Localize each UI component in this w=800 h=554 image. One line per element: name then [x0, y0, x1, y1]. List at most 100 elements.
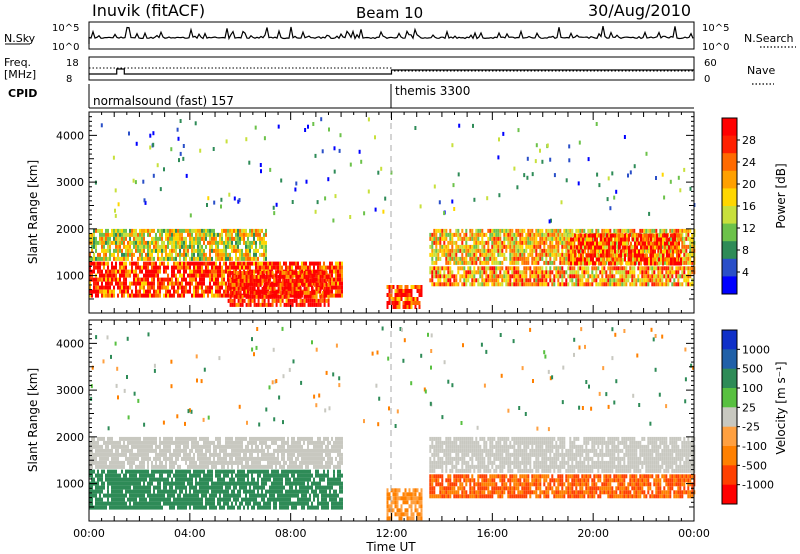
heatmap-cell: [100, 123, 103, 128]
heatmap-cell: [529, 266, 532, 271]
heatmap-cell: [237, 244, 239, 249]
heatmap-cell: [95, 236, 97, 241]
heatmap-cell: [115, 277, 117, 282]
heatmap-cell: [315, 269, 317, 274]
heatmap-cell: [229, 290, 232, 295]
heatmap-cell: [568, 261, 570, 266]
heatmap-cell: [611, 266, 614, 271]
heatmap-cell: [672, 257, 674, 262]
heatmap-cell: [485, 266, 488, 271]
heatmap-cell: [151, 481, 153, 486]
heatmap-cell: [457, 270, 460, 275]
heatmap-cell: [265, 256, 267, 261]
heatmap-cell: [271, 485, 273, 490]
heatmap-cell: [674, 237, 676, 242]
heatmap-cell: [141, 489, 143, 494]
heatmap-cell: [247, 469, 249, 474]
heatmap-cell: [473, 266, 476, 271]
heatmap-cell: [105, 473, 107, 478]
heatmap-cell: [549, 270, 552, 275]
heatmap-cell: [681, 266, 684, 271]
heatmap-cell: [329, 289, 331, 294]
heatmap-cell: [113, 248, 115, 253]
heatmap-cell: [179, 265, 181, 270]
heatmap-cell: [461, 236, 464, 241]
heatmap-cell: [141, 256, 143, 261]
heatmap-cell: [223, 256, 225, 261]
heatmap-cell: [663, 252, 666, 257]
heatmap-cell: [537, 228, 540, 233]
heatmap-cell: [677, 248, 680, 253]
heatmap-cell: [499, 240, 502, 245]
heatmap-cell: [129, 248, 131, 253]
heatmap-cell: [215, 489, 217, 494]
heatmap-cell: [583, 228, 586, 233]
heatmap-cell: [193, 265, 195, 270]
heatmap-cell: [251, 286, 254, 291]
heatmap-cell: [159, 232, 161, 237]
power-colorbar-swatch: [722, 153, 737, 172]
heatmap-cell: [213, 481, 215, 486]
heatmap-cell: [473, 236, 476, 241]
heatmap-cell: [527, 236, 530, 241]
heatmap-cell: [674, 257, 676, 262]
heatmap-cell: [159, 228, 161, 233]
heatmap-cell: [103, 256, 105, 261]
heatmap-cell: [307, 124, 309, 129]
heatmap-cell: [135, 285, 137, 290]
heatmap-cell: [117, 269, 119, 274]
heatmap-cell: [575, 282, 578, 287]
heatmap-cell: [634, 257, 636, 262]
heatmap-cell: [225, 281, 227, 286]
heatmap-cell: [89, 505, 91, 510]
heatmap-cell: [229, 265, 231, 270]
heatmap-cell: [453, 260, 456, 265]
heatmap-cell: [513, 270, 516, 275]
heatmap-cell: [339, 265, 341, 270]
heatmap-cell: [321, 274, 324, 279]
heatmap-cell: [229, 240, 231, 245]
heatmap-cell: [607, 282, 610, 287]
heatmap-cell: [149, 481, 151, 486]
heatmap-cell: [215, 232, 217, 237]
heatmap-cell: [445, 260, 448, 265]
heatmap-cell: [243, 481, 245, 486]
heatmap-cell: [175, 252, 177, 257]
heatmap-cell: [313, 278, 316, 283]
heatmap-cell: [265, 265, 267, 270]
heatmap-cell: [241, 278, 244, 283]
heatmap-cell: [475, 232, 478, 237]
heatmap-cell: [579, 266, 582, 271]
heatmap-cell: [181, 477, 183, 482]
heatmap-cell: [109, 293, 111, 298]
heatmap-cell: [323, 290, 326, 295]
heatmap-cell: [189, 501, 191, 506]
heatmap-cell: [269, 273, 271, 278]
heatmap-cell: [91, 289, 93, 294]
heatmap-cell: [559, 236, 562, 241]
heatmap-cell: [501, 240, 504, 245]
heatmap-cell: [475, 256, 478, 261]
heatmap-cell: [235, 252, 237, 257]
heatmap-cell: [239, 290, 242, 295]
heatmap-cell: [481, 282, 484, 287]
heatmap-cell: [414, 305, 417, 309]
heatmap-cell: [269, 265, 271, 270]
heatmap-cell: [175, 481, 177, 486]
heatmap-cell: [179, 485, 181, 490]
heatmap-cell: [311, 302, 314, 307]
heatmap-cell: [169, 505, 171, 510]
heatmap-cell: [99, 505, 101, 510]
heatmap-cell: [565, 232, 568, 237]
heatmap-cell: [141, 293, 143, 298]
heatmap-cell: [139, 477, 141, 482]
heatmap-cell: [388, 289, 391, 293]
heatmap-cell: [662, 241, 664, 246]
heatmap-cell: [509, 274, 512, 279]
heatmap-cell: [469, 232, 472, 237]
heatmap-cell: [678, 253, 680, 258]
heatmap-cell: [275, 278, 278, 283]
heatmap-cell: [605, 228, 608, 233]
heatmap-cell: [129, 473, 131, 478]
heatmap-cell: [261, 270, 264, 275]
